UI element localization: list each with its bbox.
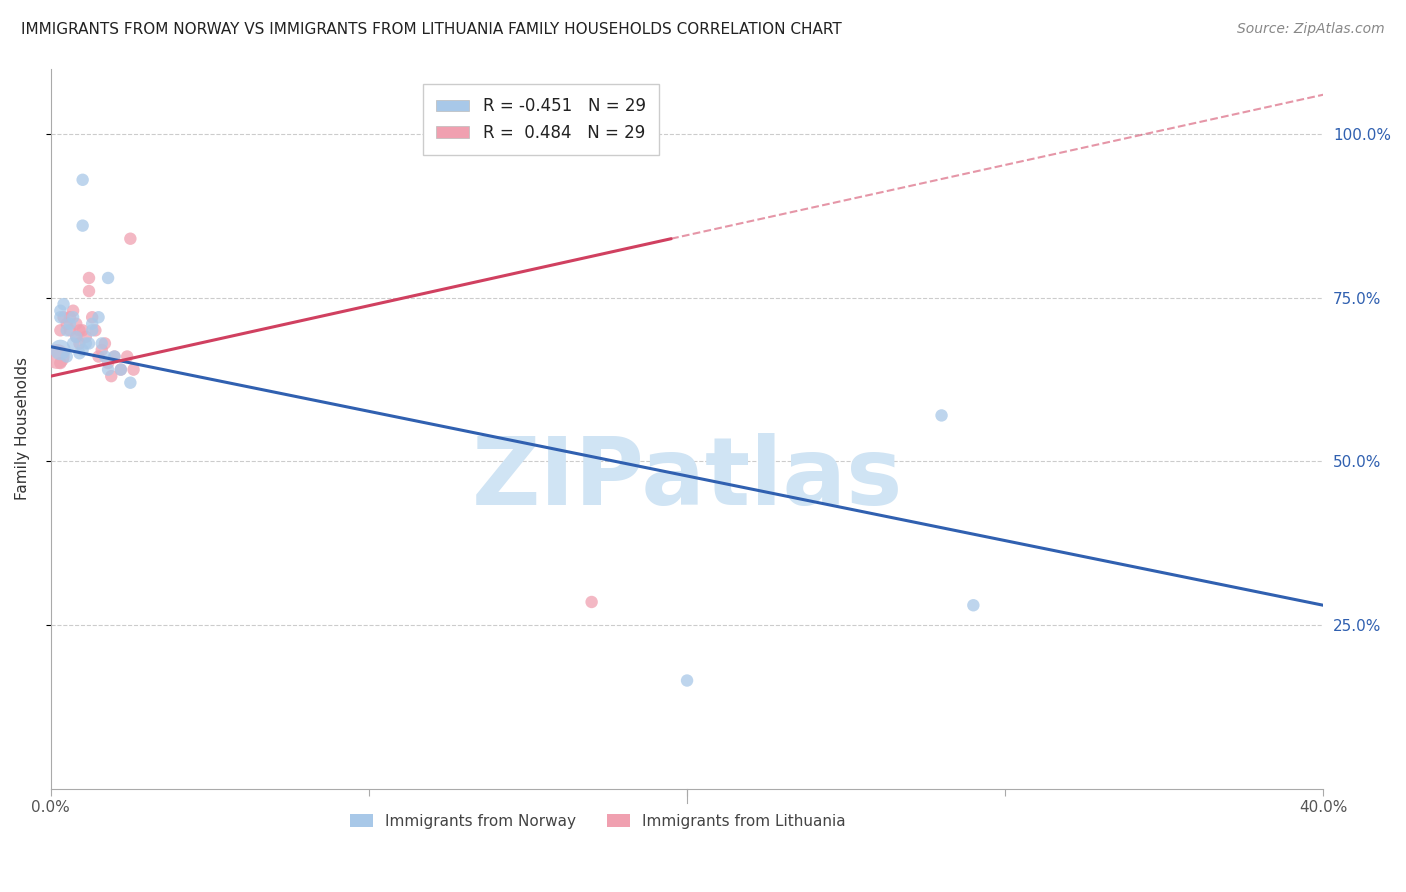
Point [120, 376, 142, 390]
Point [69, 346, 91, 360]
Text: Source: ZipAtlas.com: Source: ZipAtlas.com [1237, 22, 1385, 37]
Y-axis label: Family Households: Family Households [15, 357, 30, 500]
Point [65, 330, 87, 344]
Point [115, 350, 138, 364]
Point [72, 343, 94, 357]
Point [90, 343, 112, 357]
Point [49, 343, 72, 357]
Point [581, 595, 603, 609]
Point [87, 310, 110, 325]
Point [87, 350, 110, 364]
Point [46, 350, 69, 364]
Point [100, 369, 122, 384]
Point [97, 362, 120, 376]
Point [676, 673, 699, 688]
Text: ZIPatlas: ZIPatlas [471, 433, 903, 524]
Point [122, 362, 145, 376]
Point [75, 336, 97, 351]
Point [49, 303, 72, 318]
Point [94, 350, 117, 364]
Point [59, 323, 82, 337]
Point [75, 330, 97, 344]
Point [69, 323, 91, 337]
Point [55, 350, 77, 364]
Point [55, 317, 77, 331]
Point [72, 173, 94, 187]
Point [59, 310, 82, 325]
Point [82, 310, 104, 325]
Point [62, 303, 84, 318]
Point [82, 323, 104, 337]
Point [82, 317, 104, 331]
Text: IMMIGRANTS FROM NORWAY VS IMMIGRANTS FROM LITHUANIA FAMILY HOUSEHOLDS CORRELATIO: IMMIGRANTS FROM NORWAY VS IMMIGRANTS FRO… [21, 22, 842, 37]
Point [77, 336, 100, 351]
Point [65, 317, 87, 331]
Point [69, 336, 91, 351]
Point [103, 350, 125, 364]
Point [55, 323, 77, 337]
Legend: Immigrants from Norway, Immigrants from Lithuania: Immigrants from Norway, Immigrants from … [344, 807, 852, 835]
Point [49, 310, 72, 325]
Point [110, 362, 132, 376]
Point [84, 323, 107, 337]
Point [90, 336, 112, 351]
Point [77, 284, 100, 298]
Point [49, 323, 72, 337]
Point [62, 310, 84, 325]
Point [77, 271, 100, 285]
Point [110, 362, 132, 376]
Point [962, 599, 984, 613]
Point [49, 356, 72, 370]
Point [120, 232, 142, 246]
Point [72, 219, 94, 233]
Point [103, 350, 125, 364]
Point [97, 356, 120, 370]
Point [94, 336, 117, 351]
Point [97, 271, 120, 285]
Point [52, 310, 75, 325]
Point [65, 330, 87, 344]
Point [52, 297, 75, 311]
Point [62, 336, 84, 351]
Point [59, 317, 82, 331]
Point [931, 409, 953, 423]
Point [72, 323, 94, 337]
